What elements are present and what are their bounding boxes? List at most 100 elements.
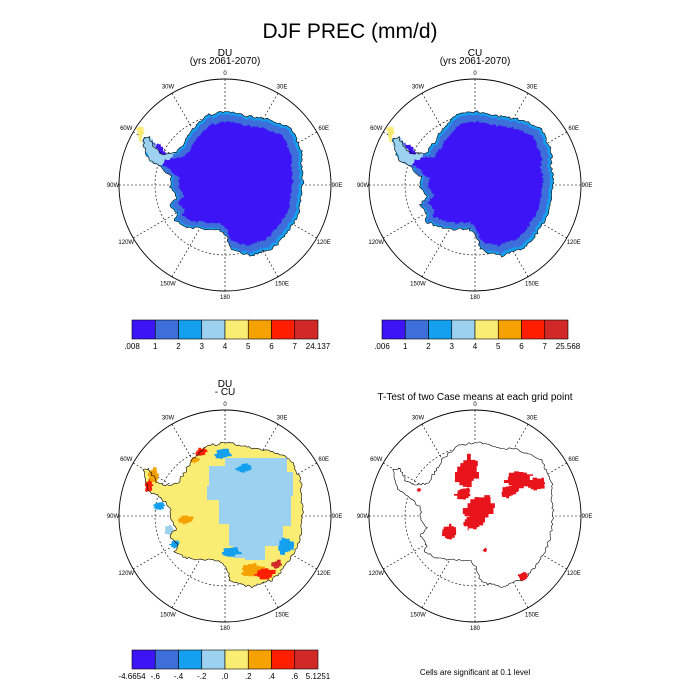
significant-region bbox=[442, 523, 457, 540]
longitude-label: 60E bbox=[318, 457, 329, 463]
colorbar-tick-label: 4 bbox=[473, 342, 478, 351]
longitude-label: 30W bbox=[162, 415, 175, 421]
longitude-label: 150W bbox=[410, 282, 426, 288]
longitude-label: 120W bbox=[118, 571, 134, 577]
panel-subtitle: (yrs 2061-2070) bbox=[440, 56, 511, 67]
longitude-label: 90E bbox=[582, 183, 593, 189]
colorbar-swatch bbox=[294, 649, 319, 670]
colorbar-tick-label: 7 bbox=[543, 342, 548, 351]
diff-anomaly-cell bbox=[221, 547, 242, 557]
colorbar-tick-label: 4 bbox=[223, 342, 228, 351]
colorbar-swatch bbox=[497, 319, 522, 340]
longitude-label: 30E bbox=[527, 84, 538, 90]
longitude-label: 90E bbox=[332, 183, 343, 189]
colorbar-swatch bbox=[271, 649, 296, 670]
panel-cu-map: CU(yrs 2061-2070)030E60E90E120E150E18015… bbox=[357, 48, 593, 351]
panel-ttest-map: T-Test of two Case means at each grid po… bbox=[357, 392, 593, 632]
longitude-label: 150E bbox=[525, 282, 539, 288]
coastline bbox=[142, 441, 304, 589]
colorbar-tick-label: 3 bbox=[450, 342, 455, 351]
longitude-label: 120E bbox=[567, 240, 581, 246]
diff-anomaly-cell bbox=[153, 502, 166, 511]
longitude-label: 0 bbox=[223, 402, 227, 408]
colorbar-tick-label: 2 bbox=[176, 342, 181, 351]
longitude-label: 120E bbox=[567, 571, 581, 577]
colorbar-tick-label: 24.137 bbox=[306, 342, 331, 351]
colorbar-tick-label: .6 bbox=[291, 672, 298, 681]
colorbar-swatch bbox=[224, 649, 249, 670]
map-boundary-circle bbox=[118, 409, 332, 623]
longitude-label: 180 bbox=[470, 626, 481, 632]
longitude-label: 60W bbox=[370, 126, 383, 132]
colorbar-tick-label: .006 bbox=[374, 342, 390, 351]
colorbar-swatch bbox=[178, 319, 203, 340]
colorbar-swatch bbox=[451, 319, 476, 340]
colorbar-swatch bbox=[224, 319, 249, 340]
colorbar-tick-label: 6 bbox=[519, 342, 524, 351]
panel-difference-map: DU- CU 0 30E 60E 90E 120E 150E 180 150W 120W 90W 60… bbox=[107, 379, 343, 681]
figure-title: DJF PREC (mm/d) bbox=[263, 20, 438, 43]
colorbar-tick-label: 1 bbox=[403, 342, 408, 351]
longitude-label: 90E bbox=[332, 514, 343, 520]
diff-anomaly-cell bbox=[169, 540, 180, 549]
longitude-label: 90W bbox=[107, 183, 120, 189]
significant-region bbox=[501, 485, 519, 499]
colorbar-tick-label: -.2 bbox=[197, 672, 207, 681]
colorbar-swatch bbox=[154, 319, 179, 340]
colorbar-swatch bbox=[201, 319, 226, 340]
map-boundary-circle bbox=[368, 78, 582, 292]
longitude-label: 30W bbox=[412, 415, 425, 421]
longitude-label: 60E bbox=[568, 126, 579, 132]
precip-peninsula-tip bbox=[136, 126, 145, 145]
colorbar-swatch bbox=[131, 319, 156, 340]
panel-title: DU bbox=[218, 379, 232, 390]
precip-interior-field bbox=[154, 121, 294, 246]
longitude-label: 60W bbox=[120, 457, 133, 463]
colorbar-tick-label: 25.568 bbox=[556, 342, 581, 351]
colorbar-swatch bbox=[247, 649, 272, 670]
diff-anomaly-cell bbox=[214, 448, 232, 459]
longitude-label: 60E bbox=[568, 457, 579, 463]
diff-anomaly-cell bbox=[195, 447, 208, 456]
longitude-label: 180 bbox=[220, 295, 231, 301]
panel-subtitle: (yrs 2061-2070) bbox=[190, 56, 261, 67]
panel-title: DU bbox=[218, 48, 232, 59]
coastline bbox=[142, 111, 305, 257]
longitude-label: 30E bbox=[277, 84, 288, 90]
colorbar-tick-label: 5 bbox=[496, 342, 501, 351]
longitude-label: 180 bbox=[470, 295, 481, 301]
longitude-label: 60E bbox=[318, 126, 329, 132]
longitude-label: 30E bbox=[277, 415, 288, 421]
significant-region bbox=[454, 453, 479, 488]
diff-anomaly-cell bbox=[144, 479, 154, 492]
panel-du-map: DU(yrs 2061-2070)030E60E90E120E150E18015… bbox=[107, 48, 343, 351]
colorbar-swatch bbox=[131, 649, 156, 670]
diff-anomaly-cell bbox=[164, 524, 174, 535]
colorbar-swatch bbox=[154, 649, 179, 670]
colorbar-tick-label: 3 bbox=[200, 342, 205, 351]
longitude-label: 60W bbox=[120, 126, 133, 132]
diff-negative-field bbox=[207, 458, 293, 560]
diff-anomaly-cell bbox=[271, 559, 282, 569]
colorbar-swatch bbox=[294, 319, 319, 340]
longitude-label: 150E bbox=[525, 613, 539, 619]
panel-title: T-Test of two Case means at each grid po… bbox=[377, 392, 572, 403]
longitude-label: 30E bbox=[527, 415, 538, 421]
significant-region bbox=[463, 514, 484, 531]
colorbar-tick-label: .2 bbox=[245, 672, 252, 681]
colorbar-swatch bbox=[521, 319, 546, 340]
colorbar-swatch bbox=[271, 319, 296, 340]
longitude-label: 0 bbox=[473, 71, 477, 77]
colorbar-tick-label: .0 bbox=[222, 672, 229, 681]
colorbar-tick-label: -.4 bbox=[174, 672, 184, 681]
colorbar-swatch bbox=[474, 319, 499, 340]
significant-region bbox=[482, 547, 487, 553]
longitude-label: 120E bbox=[317, 240, 331, 246]
longitude-label: 120E bbox=[317, 571, 331, 577]
colorbar-swatch bbox=[178, 649, 203, 670]
colorbar-tick-label: .4 bbox=[268, 672, 275, 681]
colorbar-tick-label: -.6 bbox=[151, 672, 161, 681]
diff-anomaly-cell bbox=[254, 568, 276, 580]
significant-region bbox=[417, 488, 422, 492]
colorbar-swatch bbox=[381, 319, 406, 340]
